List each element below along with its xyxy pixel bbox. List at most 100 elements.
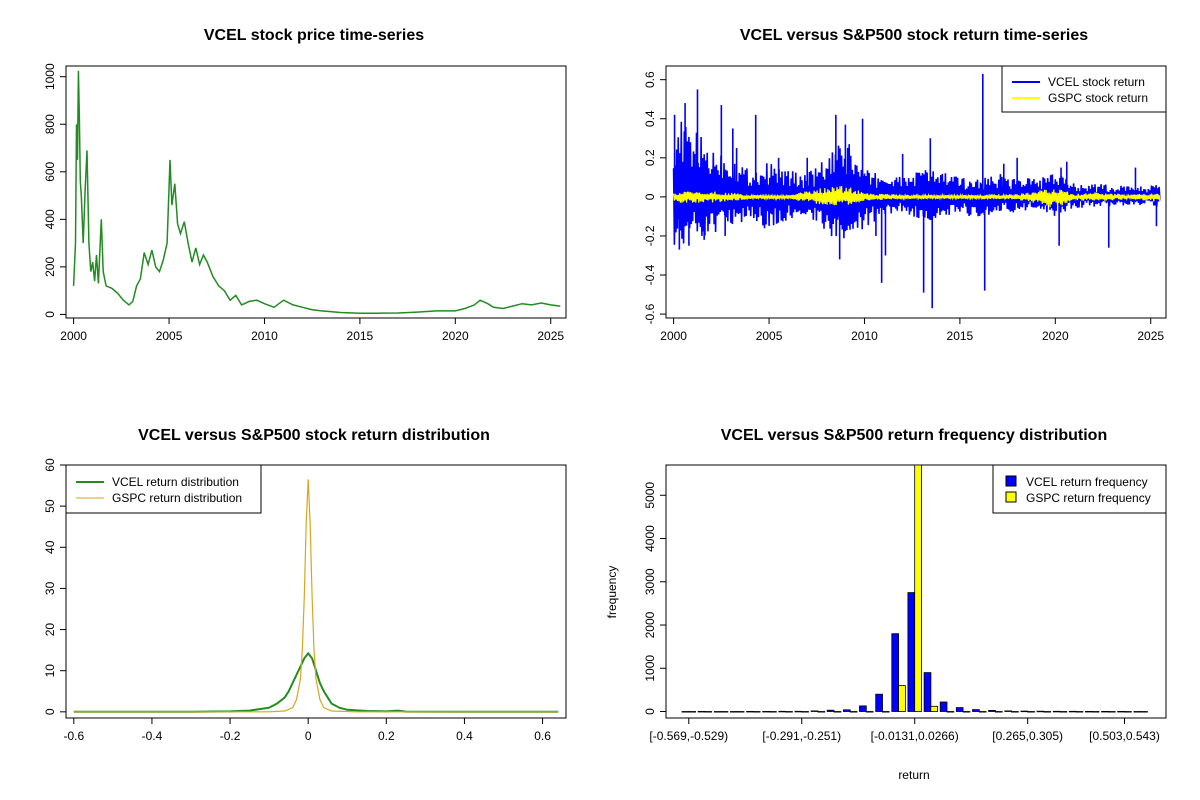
price-series-line bbox=[72, 70, 561, 314]
price-x-tick-label: 2020 bbox=[442, 329, 469, 343]
histogram-x-tick-label: [0.265,0.305) bbox=[992, 729, 1063, 743]
gspc-frequency-bar bbox=[882, 711, 890, 713]
density-legend-label-gspc: GSPC return distribution bbox=[112, 491, 242, 505]
vcel-frequency-bar bbox=[762, 711, 770, 713]
vcel-frequency-bar bbox=[1036, 710, 1045, 713]
vcel-frequency-bar bbox=[875, 693, 883, 712]
histogram-y-tick-label: 0 bbox=[643, 708, 657, 715]
returns-chart-title: VCEL versus S&P500 stock return time-ser… bbox=[740, 27, 1088, 44]
returns-y-tick-label: 0 bbox=[643, 193, 657, 200]
vcel-frequency-bar bbox=[1052, 710, 1061, 713]
gspc-frequency-bar bbox=[930, 705, 938, 712]
histogram-x-tick-label: [-0.291,-0.251) bbox=[762, 729, 841, 743]
gspc-frequency-bar bbox=[688, 711, 696, 713]
gspc-frequency-bar bbox=[898, 685, 906, 712]
returns-legend-box bbox=[1001, 65, 1167, 113]
vcel-frequency-bar bbox=[1020, 710, 1029, 713]
vcel-frequency-bar bbox=[907, 592, 916, 712]
gspc-frequency-bar bbox=[752, 711, 761, 713]
density-chart-title: VCEL versus S&P500 stock return distribu… bbox=[138, 427, 490, 444]
price-x-axis: 2000 2005 2010 2015 2020 2025 bbox=[60, 317, 564, 343]
density-legend: VCEL return distribution GSPC return dis… bbox=[65, 464, 262, 514]
returns-legend-label-gspc: GSPC stock return bbox=[1048, 91, 1148, 105]
histogram-legend-swatch-gspc bbox=[1005, 491, 1017, 503]
gspc-frequency-bar bbox=[736, 711, 745, 713]
histogram-x-tick-label: [-0.0131,0.0266) bbox=[871, 729, 959, 743]
price-x-tick-label: 2010 bbox=[251, 329, 278, 343]
returns-y-tick-label: 0.4 bbox=[643, 110, 657, 127]
price-x-tick-label: 2000 bbox=[60, 329, 87, 343]
price-y-axis: 0 200 400 600 800 1000 bbox=[43, 63, 67, 318]
price-y-tick-label: 800 bbox=[43, 114, 57, 134]
vcel-frequency-bar bbox=[891, 633, 899, 712]
vcel-frequency-bar bbox=[972, 709, 980, 712]
returns-x-tick-label: 2010 bbox=[851, 329, 878, 343]
price-x-tick-label: 2025 bbox=[537, 329, 564, 343]
vcel-frequency-bar bbox=[746, 711, 754, 713]
density-y-tick-label: 30 bbox=[43, 581, 57, 595]
price-chart-panel: VCEL stock price time-series 2000 2005 201… bbox=[43, 27, 567, 343]
gspc-frequency-bar bbox=[769, 711, 777, 713]
histogram-legend-label-vcel: VCEL return frequency bbox=[1026, 475, 1148, 489]
histogram-y-tick-label: 3000 bbox=[643, 568, 657, 595]
density-y-tick-label: 50 bbox=[43, 499, 57, 513]
histogram-y-axis: 0 1000 2000 3000 4000 5000 bbox=[643, 482, 667, 715]
returns-x-tick-label: 2000 bbox=[660, 329, 687, 343]
histogram-y-tick-label: 2000 bbox=[643, 611, 657, 638]
density-plot-area bbox=[73, 479, 559, 713]
gspc-frequency-bar bbox=[817, 711, 826, 713]
gspc-frequency-bar bbox=[962, 711, 971, 713]
vcel-frequency-bar bbox=[778, 710, 786, 713]
vcel-frequency-bar bbox=[1101, 711, 1109, 713]
density-x-tick-label: 0.6 bbox=[534, 729, 551, 743]
density-y-tick-label: 40 bbox=[43, 540, 57, 554]
gspc-frequency-bar bbox=[1124, 711, 1132, 713]
vcel-frequency-bar bbox=[1117, 711, 1125, 713]
histogram-x-axis-label: return bbox=[898, 768, 929, 782]
gspc-frequency-bar bbox=[1059, 711, 1068, 713]
density-y-axis: 0 10 20 30 40 50 60 bbox=[43, 458, 67, 715]
density-y-tick-label: 0 bbox=[43, 708, 57, 715]
price-y-tick-label: 200 bbox=[43, 257, 57, 277]
density-legend-label-vcel: VCEL return distribution bbox=[112, 475, 239, 489]
returns-y-tick-label: -0.2 bbox=[643, 225, 657, 246]
price-x-tick-label: 2005 bbox=[156, 329, 183, 343]
price-y-tick-label: 400 bbox=[43, 209, 57, 229]
returns-plot-area bbox=[672, 73, 1161, 309]
gspc-frequency-bar bbox=[1043, 711, 1052, 713]
vcel-frequency-bar bbox=[730, 711, 738, 713]
vcel-frequency-bar bbox=[1004, 710, 1012, 712]
density-x-tick-label: -0.6 bbox=[63, 729, 84, 743]
histogram-legend-swatch-vcel bbox=[1005, 475, 1017, 487]
vcel-frequency-bar bbox=[1085, 711, 1093, 713]
density-x-tick-label: -0.2 bbox=[220, 729, 241, 743]
density-x-axis: -0.6 -0.4 -0.2 0 0.2 0.4 0.6 bbox=[63, 717, 551, 743]
returns-y-tick-label: 0.6 bbox=[643, 71, 657, 88]
gspc-frequency-bar bbox=[720, 711, 729, 713]
gspc-frequency-bar bbox=[1027, 711, 1035, 713]
returns-legend: VCEL stock return GSPC stock return bbox=[1001, 65, 1167, 113]
returns-y-tick-label: 0.2 bbox=[643, 149, 657, 166]
vcel-frequency-bar bbox=[843, 709, 851, 712]
vcel-frequency-bar bbox=[681, 711, 690, 713]
density-y-tick-label: 20 bbox=[43, 623, 57, 637]
gspc-frequency-bar bbox=[914, 464, 922, 712]
returns-legend-label-vcel: VCEL stock return bbox=[1048, 75, 1145, 89]
vcel-frequency-bar bbox=[826, 709, 835, 712]
returns-y-tick-label: -0.4 bbox=[643, 264, 657, 285]
density-x-tick-label: 0.2 bbox=[378, 729, 395, 743]
gspc-frequency-bar bbox=[1091, 711, 1100, 713]
gspc-frequency-bar bbox=[833, 711, 842, 713]
vcel-frequency-bar bbox=[923, 672, 932, 712]
vcel-frequency-bar bbox=[794, 710, 803, 713]
histogram-y-tick-label: 4000 bbox=[643, 525, 657, 552]
returns-x-tick-label: 2020 bbox=[1042, 329, 1069, 343]
gspc-frequency-bar bbox=[1011, 711, 1019, 713]
price-plot-area bbox=[72, 70, 561, 314]
gspc-frequency-bar bbox=[704, 711, 713, 713]
gspc-density-line bbox=[73, 479, 559, 713]
density-x-tick-label: -0.4 bbox=[142, 729, 163, 743]
histogram-x-tick-label: [0.503,0.543) bbox=[1089, 729, 1160, 743]
histogram-y-tick-label: 1000 bbox=[643, 655, 657, 682]
gspc-frequency-bar bbox=[849, 711, 858, 713]
